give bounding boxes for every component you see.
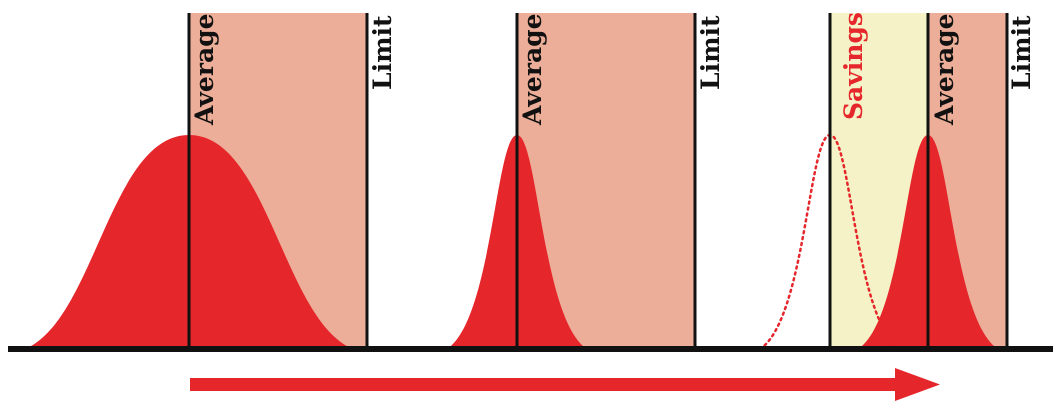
direction-arrow: [190, 368, 940, 401]
panel-2: Average Limit: [447, 13, 725, 349]
average-label-3: Average: [930, 13, 959, 126]
panel-3: Savings Average Limit: [758, 12, 1036, 351]
average-label-2: Average: [518, 13, 547, 126]
limit-label-3: Limit: [1007, 15, 1036, 90]
average-label-1: Average: [190, 13, 219, 126]
limit-label-1: Limit: [368, 15, 397, 90]
limit-label-2: Limit: [696, 15, 725, 90]
arrow-shaft: [190, 378, 902, 391]
arrow-head-icon: [895, 368, 940, 401]
savings-label: Savings: [839, 12, 868, 120]
panel-1: Average Limit: [25, 13, 397, 349]
